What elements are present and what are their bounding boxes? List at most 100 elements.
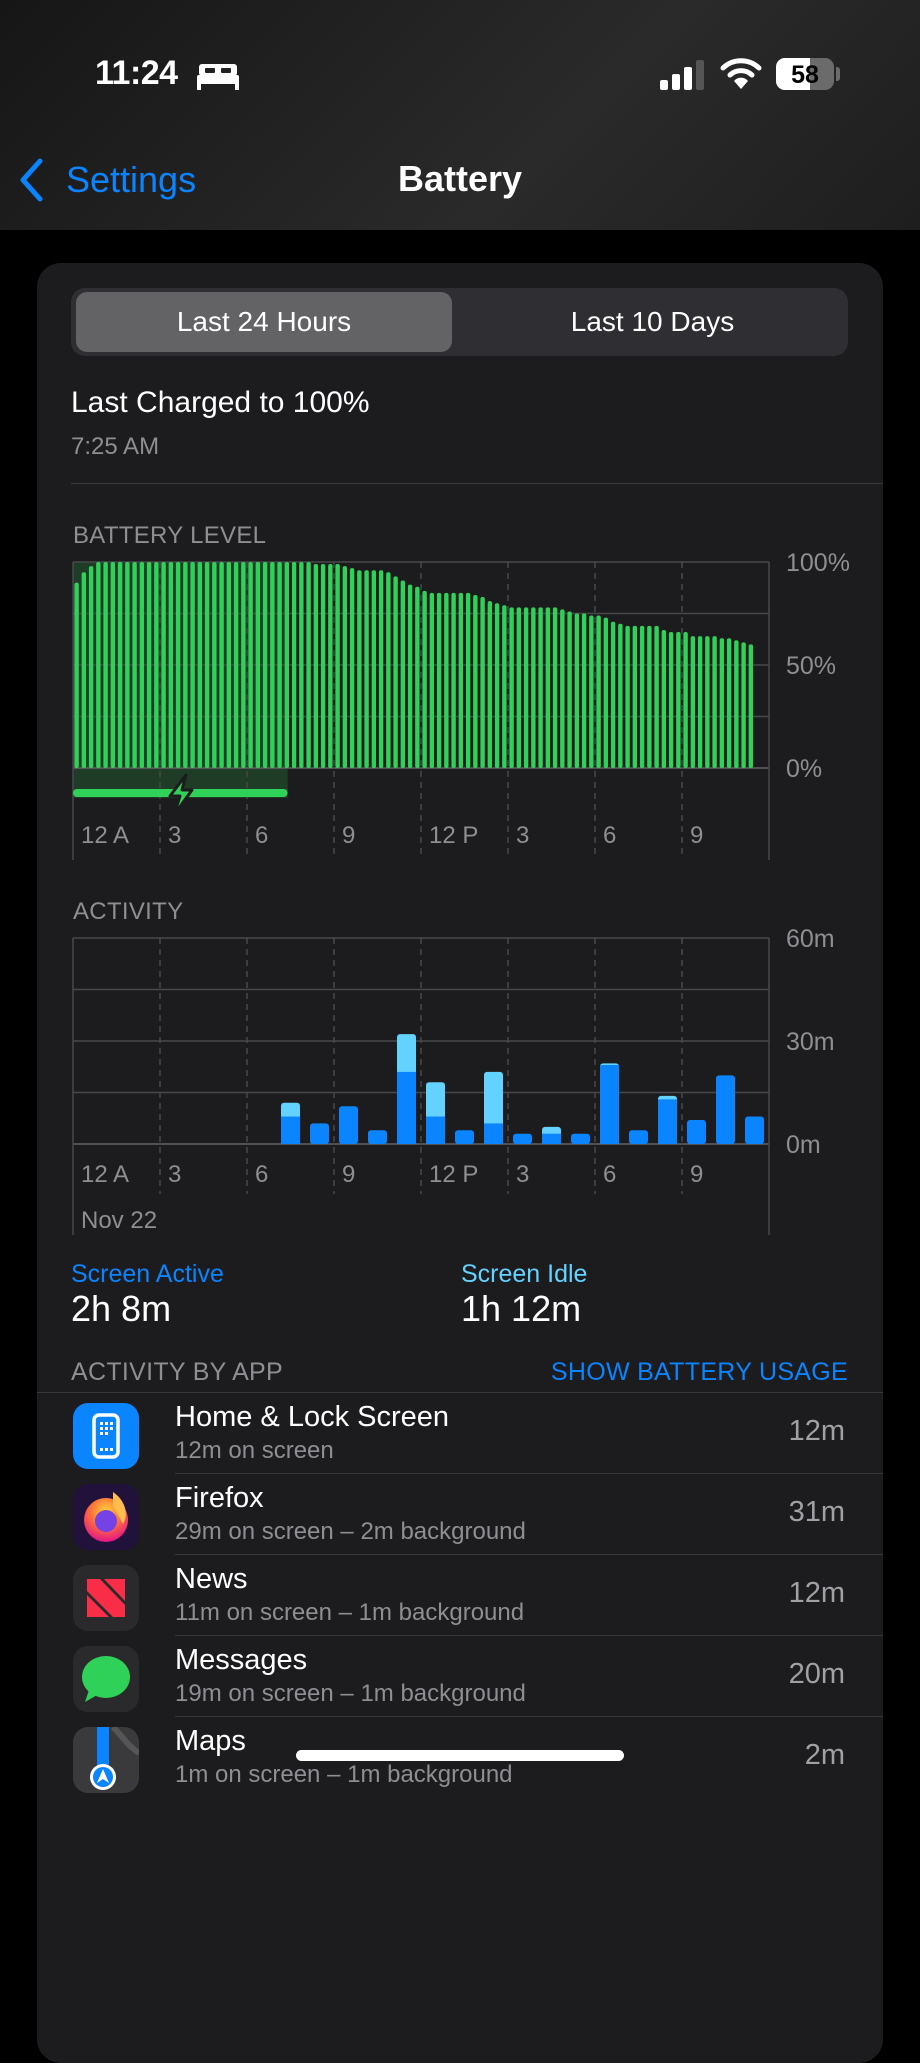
news-icon [73, 1565, 139, 1631]
last-charged-title: Last Charged to 100% [71, 386, 370, 419]
row-separator [175, 1473, 883, 1474]
x-tick-label: 9 [342, 822, 355, 849]
y-tick-label: 50% [786, 652, 836, 680]
battery-bar [183, 562, 188, 768]
divider [37, 1392, 883, 1393]
x-tick-label: 3 [168, 822, 181, 849]
battery-bar [531, 607, 536, 768]
last-charged-time: 7:25 AM [71, 433, 160, 460]
battery-bar [429, 592, 435, 768]
screen-active-bar [310, 1123, 329, 1144]
screen-active-bar [542, 1133, 561, 1144]
battery-bar [313, 564, 319, 768]
battery-bar [538, 607, 543, 768]
show-battery-usage-button[interactable]: SHOW BATTERY USAGE [550, 1358, 848, 1386]
battery-bar [233, 562, 239, 768]
x-tick-label: 9 [342, 1161, 355, 1188]
battery-bar [574, 613, 580, 768]
firefox-icon [73, 1484, 139, 1550]
app-total: 2m [804, 1739, 845, 1771]
battery-bar [125, 562, 130, 768]
home-lock-screen-icon [73, 1403, 139, 1469]
battery-bar [581, 613, 587, 768]
y-tick-label: 0% [786, 755, 822, 783]
home-indicator[interactable] [296, 1750, 624, 1761]
battery-bar [480, 597, 485, 768]
tab-last-10-days[interactable]: Last 10 Days [570, 306, 735, 337]
app-row-home-lock-screen[interactable]: Home & Lock Screen 12m on screen 12m [37, 1393, 883, 1474]
app-name: News [175, 1563, 248, 1595]
wifi-icon [720, 58, 762, 89]
x-tick-label: 12 A [81, 822, 129, 849]
row-separator [175, 1635, 883, 1636]
battery-bar [161, 562, 166, 768]
screen-active-bar [281, 1116, 300, 1144]
battery-bar [748, 644, 754, 768]
app-detail: 19m on screen – 1m background [175, 1680, 526, 1707]
battery-bar [552, 607, 558, 768]
battery-bar [661, 629, 667, 768]
battery-bar [567, 611, 572, 768]
battery-bar [719, 638, 725, 768]
battery-bar [132, 562, 137, 768]
activity-chart: 12 A 3 6 9 12 P 3 6 9 60m 30m 0m Nov 22 [72, 925, 835, 1235]
battery-bar [212, 562, 217, 768]
screen-active-bar [600, 1065, 619, 1144]
lightning-bolt-icon [168, 773, 194, 817]
x-tick-label: 6 [603, 822, 616, 849]
screen-active-bar [513, 1133, 532, 1144]
x-tick-label: 9 [690, 822, 703, 849]
battery-bar [357, 570, 362, 768]
app-row-firefox[interactable]: Firefox 29m on screen – 2m background 31… [37, 1474, 883, 1555]
app-row-messages[interactable]: Messages 19m on screen – 1m background 2… [37, 1636, 883, 1717]
x-tick-label: 12 A [81, 1161, 129, 1188]
y-tick-label: 100% [786, 549, 850, 577]
battery-bar [726, 638, 732, 768]
x-tick-label: 3 [516, 822, 529, 849]
y-tick-label: 60m [786, 925, 835, 953]
app-row-maps[interactable]: Maps 1m on screen – 1m background 2m [37, 1717, 883, 1798]
battery-bar [451, 592, 456, 768]
battery-bar [328, 564, 333, 768]
battery-bar [270, 562, 275, 768]
battery-bar [523, 607, 529, 768]
divider [71, 483, 883, 484]
screen-active-bar [716, 1075, 735, 1144]
battery-bar [647, 625, 652, 768]
battery-bar [248, 562, 253, 768]
activity-by-app-label: ACTIVITY BY APP [71, 1358, 283, 1386]
battery-bar [96, 562, 101, 768]
app-name: Home & Lock Screen [175, 1401, 450, 1433]
screen-active-bar [687, 1119, 706, 1144]
battery-bar [74, 582, 79, 768]
battery-bar [226, 562, 232, 768]
x-tick-label: 6 [255, 1161, 268, 1188]
screen-active-bar [658, 1099, 677, 1144]
tab-last-24-hours[interactable]: Last 24 Hours [76, 292, 452, 352]
screen-active-bar [484, 1123, 503, 1144]
battery-bar [422, 590, 427, 768]
battery-bar [560, 609, 565, 768]
battery-bar [175, 562, 181, 768]
battery-bar [618, 623, 623, 768]
battery-bar [545, 607, 551, 768]
app-total: 20m [788, 1658, 845, 1690]
chevron-left-icon [20, 158, 43, 202]
battery-bar [320, 564, 326, 768]
battery-bar [603, 617, 609, 768]
battery-bar [386, 572, 391, 768]
battery-bar [444, 592, 449, 768]
cellular-signal-icon [660, 60, 704, 90]
app-row-news[interactable]: News 11m on screen – 1m background 12m [37, 1555, 883, 1636]
screen-idle-label: Screen Idle [461, 1260, 588, 1288]
screen-active-bar [339, 1106, 358, 1144]
battery-bar [139, 562, 145, 768]
navigation-header [0, 0, 920, 230]
screen-active-bar [368, 1130, 387, 1144]
battery-bar [487, 601, 493, 768]
page-title: Battery [397, 158, 523, 199]
x-tick-label: 9 [690, 1161, 703, 1188]
back-button[interactable]: Settings [18, 156, 196, 204]
screen-active-bar [455, 1130, 474, 1144]
x-tick-label: 12 P [429, 822, 478, 849]
